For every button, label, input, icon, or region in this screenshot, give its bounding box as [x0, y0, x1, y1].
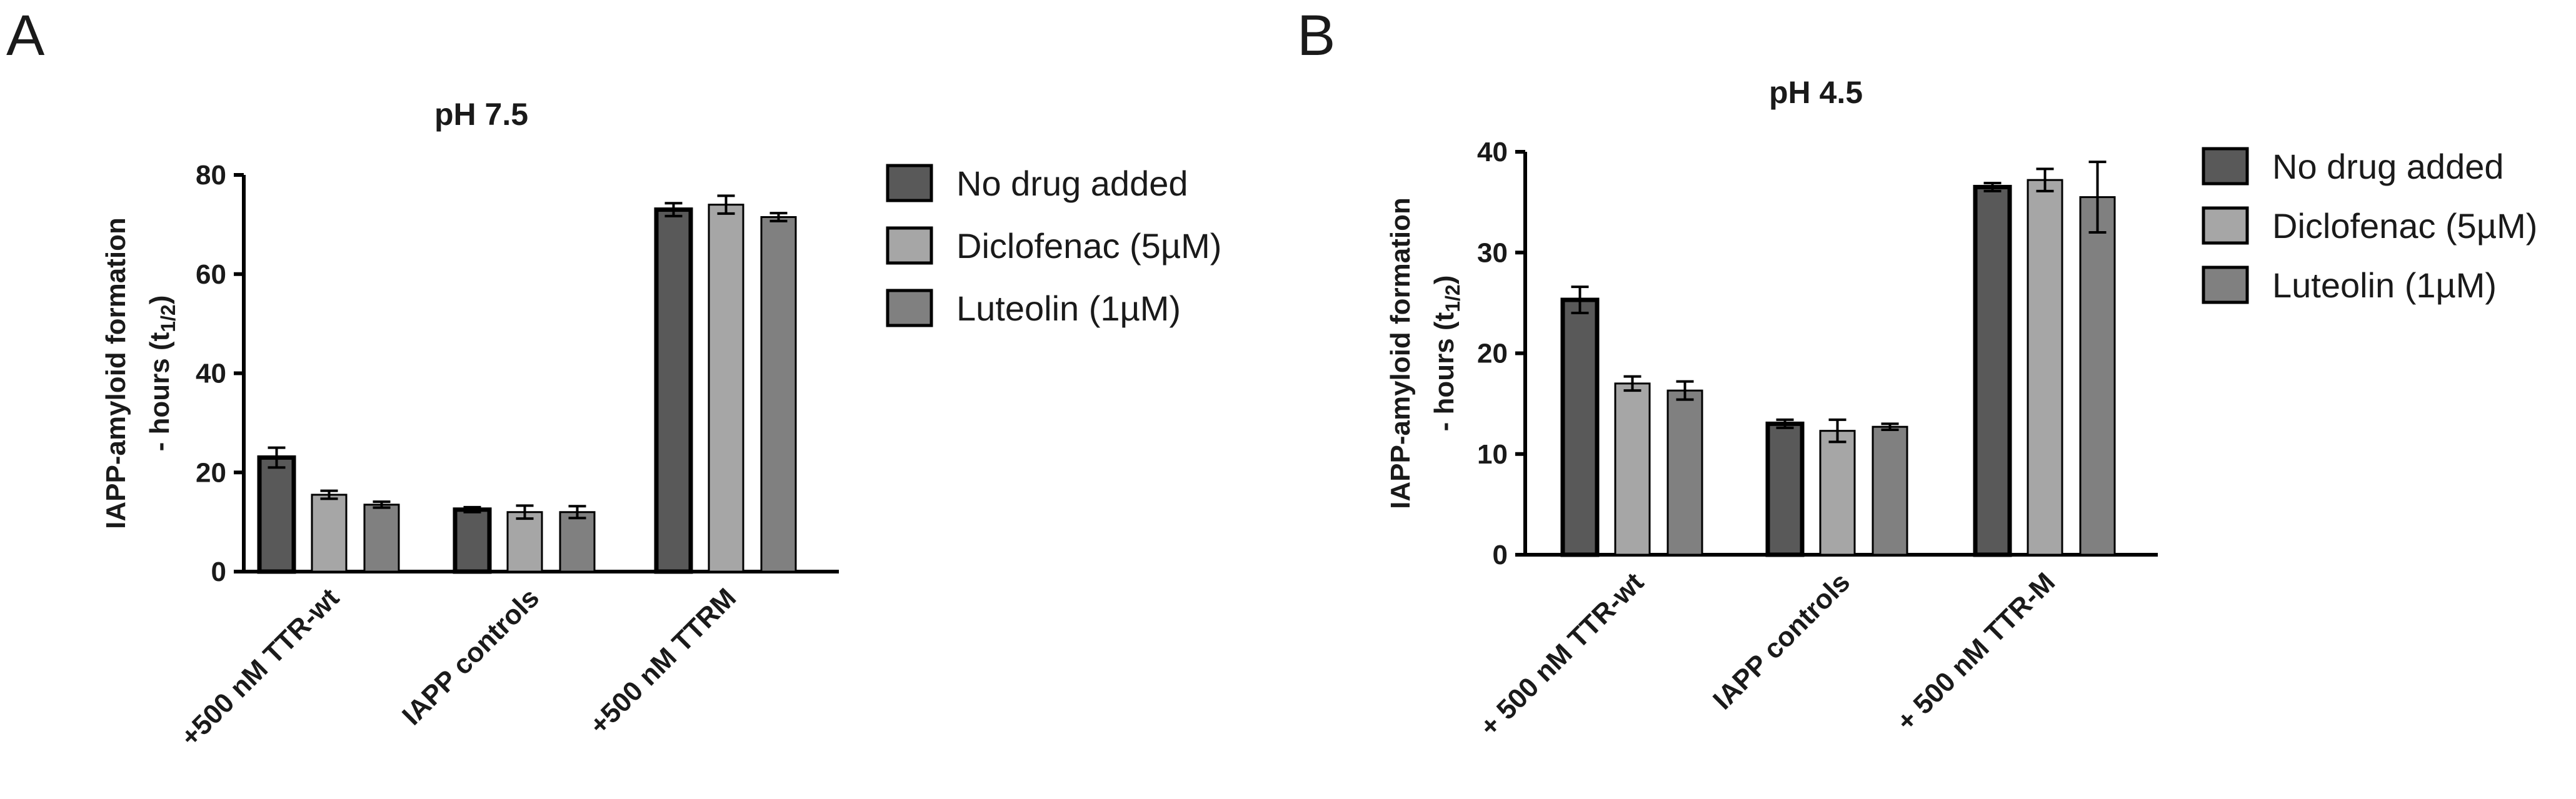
y-tick-label: 40 [196, 359, 226, 389]
chart-panel-a: ApH 7.5 IAPP-amyloid formation - hours (t1… [6, 4, 1221, 753]
bar [2079, 196, 2116, 556]
bar [1666, 389, 1703, 556]
x-category-label: IAPP controls [1707, 567, 1856, 715]
y-tick-label: 30 [1477, 237, 1508, 268]
bar [559, 511, 596, 573]
bar [1973, 184, 2012, 557]
legend-label: Luteolin (1µM) [2272, 266, 2497, 305]
legend-label: Diclofenac (5µM) [956, 226, 1221, 266]
bar [760, 216, 797, 573]
bar [1560, 297, 1600, 557]
panel-letter: A [6, 4, 45, 67]
bar [654, 207, 693, 574]
bar [506, 511, 543, 573]
y-tick-label: 0 [1493, 540, 1508, 570]
x-category-label: + 500 nM TTR-wt [1474, 567, 1650, 742]
legend-swatch [886, 289, 933, 327]
bar [257, 455, 296, 574]
bar [708, 204, 744, 573]
y-tick-label: 40 [1477, 137, 1508, 167]
y-axis-label: IAPP-amyloid formation [1385, 197, 1416, 509]
legend-label: No drug added [956, 164, 1188, 203]
y-tick-label: 0 [211, 557, 226, 587]
bar [1765, 421, 1805, 557]
chart-title: pH 4.5 [1769, 75, 1863, 110]
bar [311, 494, 348, 573]
legend-swatch [2202, 206, 2249, 245]
y-tick-label: 80 [196, 160, 226, 191]
legend-label: Luteolin (1µM) [956, 289, 1181, 328]
chart-title: pH 7.5 [434, 97, 528, 132]
x-category-label: IAPP controls [396, 582, 545, 731]
panel-letter: B [1297, 4, 1335, 67]
y-axis-label-units: - hours (t1/2) [1429, 275, 1464, 432]
legend-swatch [2202, 266, 2249, 304]
legend-label: Diclofenac (5µM) [2272, 206, 2537, 246]
y-axis-label: IAPP-amyloid formation [101, 217, 131, 529]
x-category-label: +500 nM TTR-wt [175, 582, 346, 753]
bar [1614, 382, 1651, 556]
bar [363, 504, 400, 573]
y-tick-label: 20 [196, 457, 226, 488]
y-axis-label-units: - hours (t1/2) [144, 295, 179, 452]
x-category-label: +500 nM TTRM [584, 582, 742, 740]
legend-swatch [886, 164, 933, 202]
y-tick-label: 60 [196, 259, 226, 290]
legend-swatch [2202, 147, 2249, 186]
bar [1872, 425, 1908, 556]
bar [453, 507, 492, 574]
legend-label: No drug added [2272, 147, 2504, 186]
legend-swatch [886, 226, 933, 265]
bar [2027, 179, 2063, 556]
y-tick-label: 10 [1477, 439, 1508, 470]
x-category-label: + 500 nM TTR-M [1891, 567, 2061, 737]
y-tick-label: 20 [1477, 339, 1508, 369]
bar [1819, 430, 1856, 556]
chart-panel-b: BpH 4.5 IAPP-amyloid formation - hours (t1… [1297, 4, 2537, 742]
